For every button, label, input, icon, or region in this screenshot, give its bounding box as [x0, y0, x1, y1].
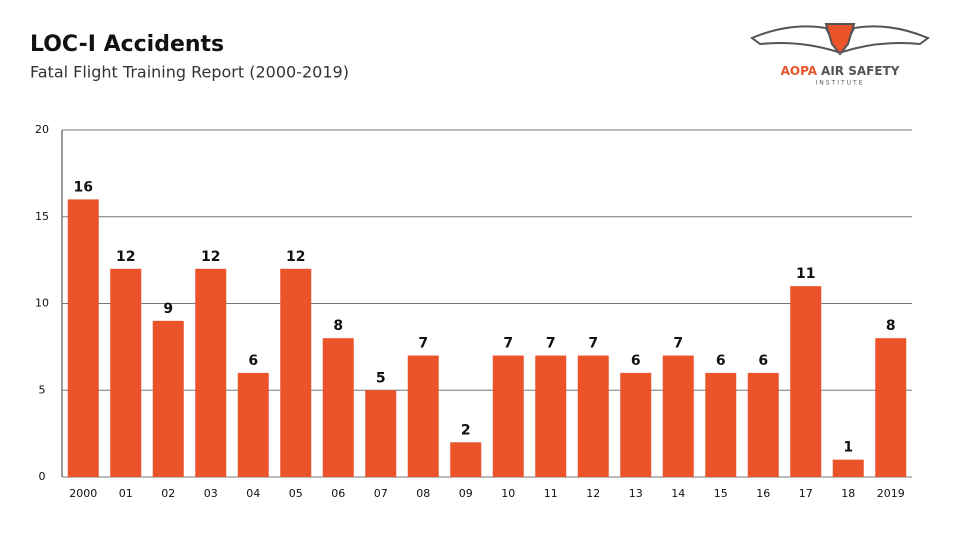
bar	[747, 372, 779, 477]
x-tick-label: 10	[501, 487, 515, 500]
x-tick-label: 03	[204, 487, 218, 500]
chart-title: LOC-I Accidents	[30, 32, 224, 57]
value-label: 9	[163, 301, 173, 317]
x-tick-label: 14	[671, 487, 685, 500]
x-tick-label: 06	[331, 487, 345, 500]
value-label: 6	[716, 353, 726, 369]
value-label: 7	[588, 336, 598, 352]
logo-brand: AOPA	[781, 64, 818, 78]
value-label: 8	[886, 318, 896, 334]
value-label: 1	[843, 440, 853, 456]
y-tick-label: 20	[35, 123, 49, 136]
logo-wings	[750, 23, 930, 56]
logo-title: AIR SAFETY	[821, 64, 900, 78]
bar	[662, 355, 694, 477]
x-tick-label: 17	[799, 487, 813, 500]
bar	[492, 355, 524, 477]
x-tick-label: 05	[289, 487, 303, 500]
value-label: 7	[418, 336, 428, 352]
x-tick-label: 12	[586, 487, 600, 500]
bar	[620, 372, 652, 477]
chart-subtitle: Fatal Flight Training Report (2000-2019)	[30, 63, 349, 82]
bar	[365, 390, 397, 477]
x-tick-label: 16	[756, 487, 770, 500]
value-label: 11	[796, 266, 815, 282]
bar	[450, 442, 482, 477]
x-tick-label: 18	[841, 487, 855, 500]
value-label: 7	[673, 336, 683, 352]
x-tick-label: 04	[246, 487, 260, 500]
value-label: 12	[201, 249, 220, 265]
value-label: 6	[758, 353, 768, 369]
bar	[195, 268, 227, 477]
x-tick-label: 11	[544, 487, 558, 500]
value-label: 8	[333, 318, 343, 334]
bar	[535, 355, 567, 477]
x-tick-label: 01	[119, 487, 133, 500]
bar	[407, 355, 439, 477]
x-tick-label: 15	[714, 487, 728, 500]
value-label: 5	[376, 370, 386, 386]
value-label: 6	[248, 353, 258, 369]
x-tick-label: 13	[629, 487, 643, 500]
y-tick-label: 0	[39, 470, 46, 483]
bar	[875, 338, 907, 477]
bar	[110, 268, 142, 477]
x-tick-label: 08	[416, 487, 430, 500]
x-tick-label: 2019	[877, 487, 905, 500]
bar	[832, 459, 864, 477]
value-label: 6	[631, 353, 641, 369]
y-tick-label: 15	[35, 210, 49, 223]
bar	[577, 355, 609, 477]
value-label: 12	[286, 249, 305, 265]
value-label: 2	[461, 422, 471, 438]
value-label: 12	[116, 249, 135, 265]
x-tick-label: 09	[459, 487, 473, 500]
logo-name: AOPA AIR SAFETY	[781, 64, 900, 78]
x-tick-label: 07	[374, 487, 388, 500]
x-tick-label: 2000	[69, 487, 97, 500]
logo-tagline: INSTITUTE	[815, 80, 864, 87]
bar	[790, 286, 822, 477]
x-tick-label: 02	[161, 487, 175, 500]
bar	[237, 372, 269, 477]
bar	[67, 199, 99, 477]
bar	[280, 268, 312, 477]
y-tick-label: 10	[35, 297, 49, 310]
value-label: 7	[503, 336, 513, 352]
bar	[152, 320, 184, 477]
value-label: 16	[74, 179, 93, 195]
value-label: 7	[546, 336, 556, 352]
bar	[322, 338, 354, 477]
y-tick-label: 5	[39, 383, 46, 396]
bar	[705, 372, 737, 477]
